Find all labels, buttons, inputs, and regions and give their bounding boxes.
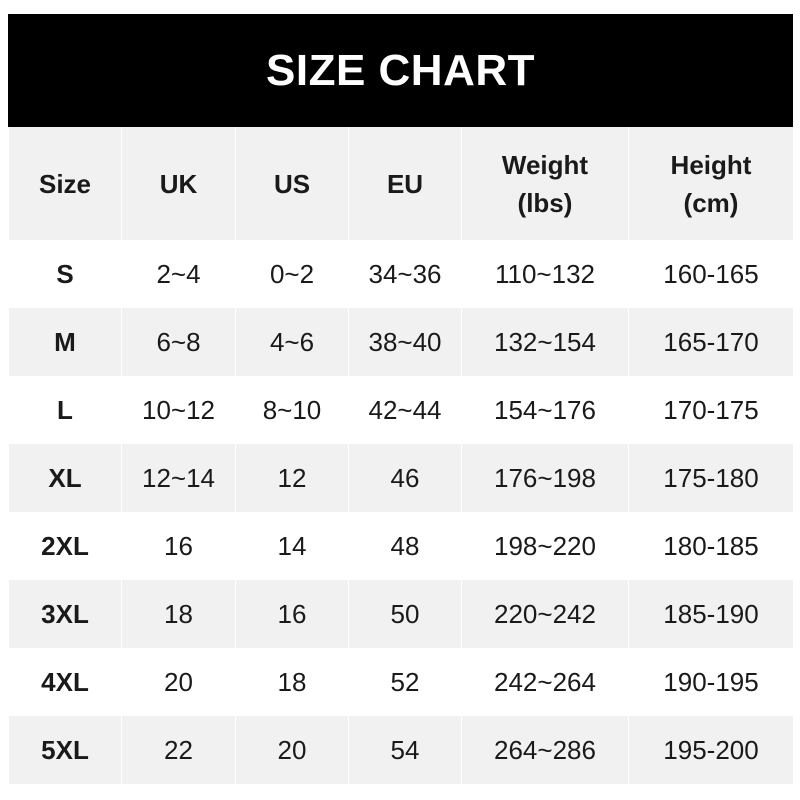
cell-us: 0~2 [235,240,349,308]
cell-eu: 52 [348,648,462,716]
cell-eu: 50 [348,580,462,648]
cell-eu: 48 [348,512,462,580]
cell-size: S [8,240,122,308]
cell-eu: 38~40 [348,308,462,376]
cell-weight: 110~132 [461,240,629,308]
cell-weight: 264~286 [461,716,629,784]
cell-height: 195-200 [628,716,794,784]
cell-weight: 154~176 [461,376,629,444]
cell-weight: 220~242 [461,580,629,648]
cell-weight: 242~264 [461,648,629,716]
header-weight: Weight (lbs) [461,127,629,240]
cell-us: 16 [235,580,349,648]
cell-eu: 54 [348,716,462,784]
cell-uk: 16 [121,512,236,580]
size-chart-table: Size UK US EU Weight (lbs) Height (cm) S 2~… [8,127,794,784]
cell-size: 3XL [8,580,122,648]
cell-height: 180-185 [628,512,794,580]
header-us: US [235,127,349,240]
cell-us: 8~10 [235,376,349,444]
cell-uk: 20 [121,648,236,716]
table-row: 2XL 16 14 48 198~220 180-185 [8,512,794,580]
header-uk: UK [121,127,236,240]
table-row: S 2~4 0~2 34~36 110~132 160-165 [8,240,794,308]
cell-size: M [8,308,122,376]
cell-eu: 42~44 [348,376,462,444]
header-eu: EU [348,127,462,240]
header-weight-line1: Weight [501,149,589,180]
header-row: Size UK US EU Weight (lbs) Height (cm) [8,127,794,240]
cell-weight: 132~154 [461,308,629,376]
cell-us: 18 [235,648,349,716]
header-height: Height (cm) [628,127,794,240]
header-height-line1: Height [670,149,752,180]
cell-size: XL [8,444,122,512]
cell-size: 4XL [8,648,122,716]
cell-us: 14 [235,512,349,580]
table-row: L 10~12 8~10 42~44 154~176 170-175 [8,376,794,444]
cell-uk: 12~14 [121,444,236,512]
cell-height: 185-190 [628,580,794,648]
cell-uk: 18 [121,580,236,648]
cell-height: 170-175 [628,376,794,444]
cell-uk: 22 [121,716,236,784]
header-height-line2: (cm) [683,187,739,218]
cell-uk: 6~8 [121,308,236,376]
cell-eu: 46 [348,444,462,512]
cell-us: 12 [235,444,349,512]
cell-size: 5XL [8,716,122,784]
header-size: Size [8,127,122,240]
table-row: M 6~8 4~6 38~40 132~154 165-170 [8,308,794,376]
cell-weight: 176~198 [461,444,629,512]
header-weight-line2: (lbs) [517,187,573,218]
cell-us: 20 [235,716,349,784]
cell-eu: 34~36 [348,240,462,308]
cell-height: 165-170 [628,308,794,376]
table-row: 4XL 20 18 52 242~264 190-195 [8,648,794,716]
cell-weight: 198~220 [461,512,629,580]
cell-height: 160-165 [628,240,794,308]
size-chart-title: SIZE CHART [8,14,793,127]
cell-us: 4~6 [235,308,349,376]
cell-uk: 2~4 [121,240,236,308]
table-row: XL 12~14 12 46 176~198 175-180 [8,444,794,512]
table-row: 3XL 18 16 50 220~242 185-190 [8,580,794,648]
cell-height: 175-180 [628,444,794,512]
cell-size: 2XL [8,512,122,580]
cell-uk: 10~12 [121,376,236,444]
table-row: 5XL 22 20 54 264~286 195-200 [8,716,794,784]
cell-height: 190-195 [628,648,794,716]
cell-size: L [8,376,122,444]
